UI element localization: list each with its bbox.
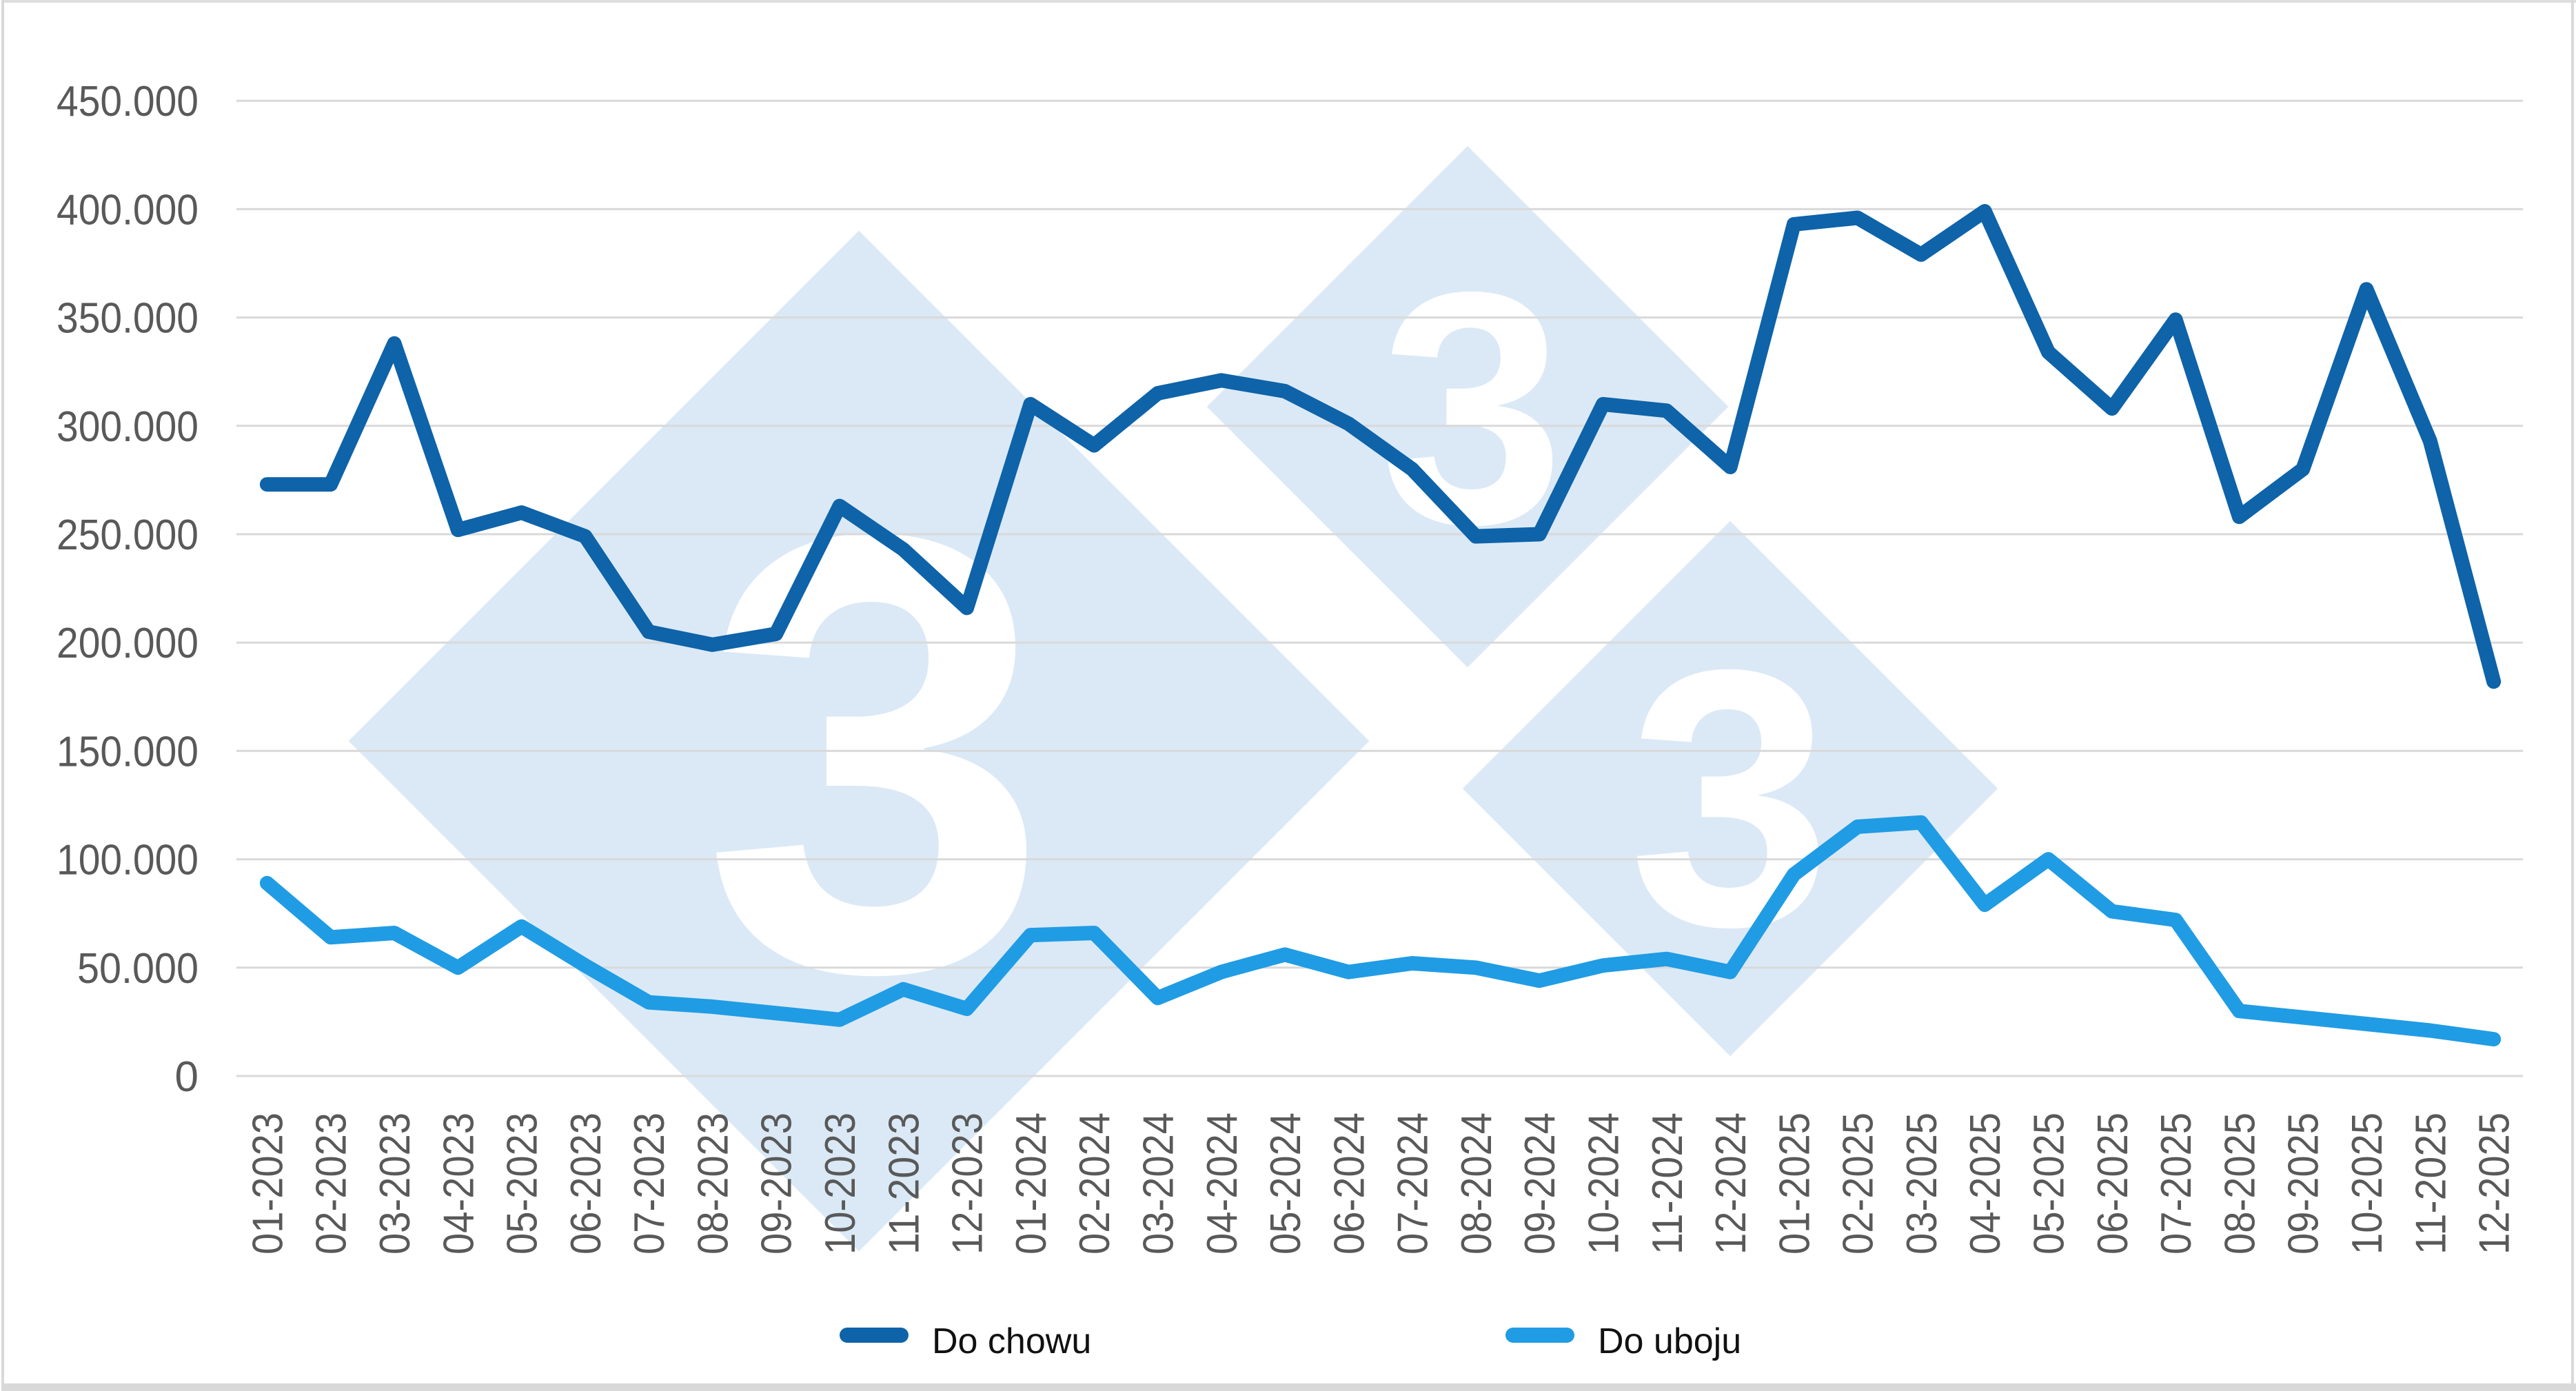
x-axis-tick-label: 09-2023 [753,1113,801,1255]
gridlines [236,99,2523,1077]
x-axis-tick-label: 08-2023 [689,1113,737,1255]
x-axis-tick-label: 05-2023 [499,1113,547,1255]
y-axis-tick-label: 400.000 [57,186,199,234]
x-axis-tick-label: 08-2024 [1453,1113,1501,1255]
x-axis-tick-label: 10-2023 [817,1113,864,1255]
series-line-do-chowu [259,204,2502,689]
series-line-do-uboju [259,815,2502,1047]
x-axis-tick-label: 07-2023 [626,1113,673,1255]
x-axis-tick-labels: 01-2023 02-2023 03-2023 04-2023 05-2023 06-20… [244,1113,2518,1255]
y-axis-tick-label: 250.000 [57,511,199,559]
diamond-shape [348,230,1370,1252]
right-border [2571,0,2574,1391]
series-lines [259,204,2502,1047]
x-axis-tick-label: 06-2024 [1326,1113,1373,1255]
top-border [2,0,2576,3]
x-axis-tick-label: 07-2024 [1390,1113,1437,1255]
x-axis-tick-label: 06-2025 [2089,1113,2137,1255]
x-axis-tick-label: 02-2024 [1071,1113,1119,1255]
x-axis-tick-label: 11-2025 [2407,1113,2455,1255]
legend-label-do-uboju: Do uboju [1598,1321,1741,1361]
x-axis-tick-label: 11-2023 [880,1113,928,1255]
y-axis-tick-label: 100.000 [57,837,199,884]
y-axis-tick-label: 50.000 [77,945,199,993]
y-axis-tick-label: 450.000 [57,78,199,125]
x-axis-tick-label: 05-2024 [1262,1113,1310,1255]
x-axis-tick-label: 09-2025 [2280,1113,2328,1255]
x-axis-tick-label: 11-2024 [1644,1113,1692,1255]
x-axis-tick-label: 03-2025 [1898,1113,1946,1255]
x-axis-tick-label: 12-2023 [944,1113,992,1255]
bottom-border [1,1383,2576,1391]
y-axis-tick-labels: 0 50.000 100.000 150.000 200.000 250.000 300.0… [57,78,199,1101]
x-axis-tick-label: 02-2023 [308,1113,356,1255]
x-axis-tick-label: 01-2024 [1008,1113,1055,1255]
x-axis-tick-label: 01-2023 [244,1113,292,1255]
x-axis-tick-label: 04-2024 [1199,1113,1246,1255]
left-border [1,0,4,1391]
x-axis-tick-label: 07-2025 [2153,1113,2200,1255]
x-axis-tick-label: 02-2025 [1835,1113,1883,1255]
x-axis-tick-label: 05-2025 [2026,1113,2073,1255]
x-axis-tick-label: 03-2024 [1135,1113,1182,1255]
legend-label-do-chowu: Do chowu [932,1321,1091,1361]
y-axis-tick-label: 350.000 [57,295,199,343]
x-axis-tick-label: 09-2024 [1517,1113,1564,1255]
x-axis-tick-label: 12-2024 [1707,1113,1755,1255]
legend: Do chowu Do uboju [840,1321,1741,1361]
watermark-diamond-large: 3 [348,230,1370,1252]
x-axis-tick-label: 10-2024 [1580,1113,1627,1255]
legend-swatch-do-uboju [1505,1328,1574,1343]
x-axis-tick-label: 04-2025 [1962,1113,2009,1255]
y-axis-tick-label: 150.000 [57,728,199,775]
x-axis-tick-label: 10-2025 [2344,1113,2391,1255]
x-axis-tick-label: 03-2023 [372,1113,419,1255]
x-axis-tick-label: 08-2025 [2216,1113,2264,1255]
x-axis-tick-label: 06-2023 [562,1113,610,1255]
y-axis-tick-label: 300.000 [57,403,199,451]
x-axis-tick-label: 12-2025 [2471,1113,2519,1255]
legend-swatch-do-chowu [840,1328,909,1343]
y-axis-tick-label: 0 [175,1053,199,1101]
x-axis-tick-label: 01-2025 [1771,1113,1818,1255]
x-axis-tick-label: 04-2023 [435,1113,483,1255]
y-axis-tick-label: 200.000 [57,620,199,667]
watermark-digit: 3 [1629,594,1832,1002]
